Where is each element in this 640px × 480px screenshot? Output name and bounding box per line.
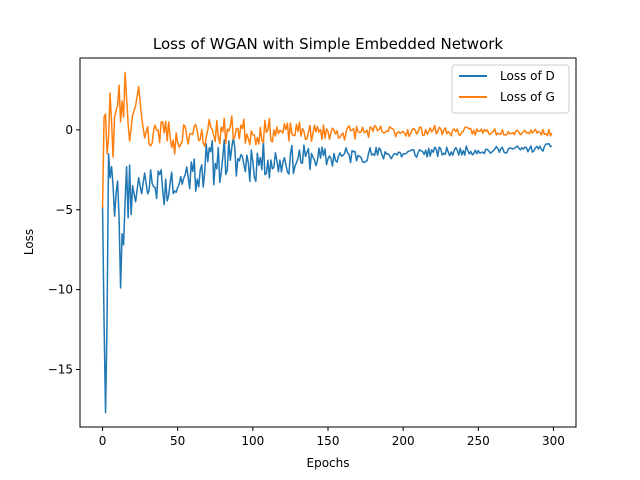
y-axis: −15 −10 −5 0 (48, 123, 80, 376)
plot-area (101, 71, 553, 414)
x-tick-label: 150 (317, 434, 340, 448)
y-tick-label: −15 (48, 362, 73, 376)
x-tick-label: 0 (99, 434, 107, 448)
series-line-loss-of-g (101, 71, 553, 209)
legend-label-loss-of-g: Loss of G (500, 90, 555, 104)
x-tick-label: 200 (392, 434, 415, 448)
y-tick-label: −10 (48, 283, 73, 297)
x-tick-label: 50 (170, 434, 185, 448)
x-axis-label: Epochs (307, 456, 350, 470)
x-tick-label: 250 (467, 434, 490, 448)
y-tick-label: 0 (65, 123, 73, 137)
chart-title: Loss of WGAN with Simple Embedded Networ… (153, 35, 504, 53)
legend: Loss of D Loss of G (451, 64, 570, 114)
x-tick-label: 300 (542, 434, 565, 448)
y-axis-label: Loss (22, 229, 36, 255)
series-line-loss-of-d (101, 136, 553, 414)
x-tick-label: 100 (241, 434, 264, 448)
y-tick-label: −5 (55, 203, 73, 217)
x-axis: 0 50 100 150 200 250 300 (99, 427, 565, 448)
legend-label-loss-of-d: Loss of D (500, 69, 555, 83)
